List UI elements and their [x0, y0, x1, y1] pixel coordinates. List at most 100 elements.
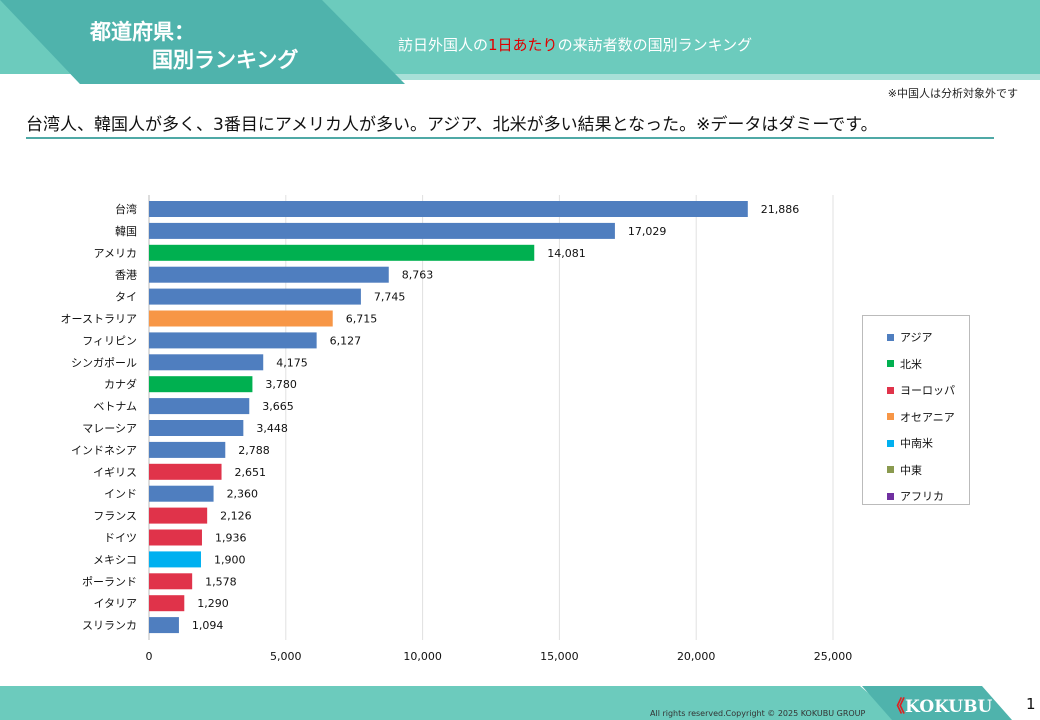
y-tick-label: メキシコ: [93, 553, 137, 566]
footer-band: [0, 686, 900, 720]
data-label: 2,360: [227, 488, 258, 501]
legend-swatch: [887, 439, 894, 447]
legend-label: 中東: [900, 463, 922, 477]
data-label: 2,126: [220, 510, 252, 523]
y-tick-label: イギリス: [93, 466, 137, 479]
data-label: 1,936: [215, 532, 247, 545]
bar-chart: 0 5,000 10,000 15,000 20,000 25,000 台湾 21,886 韓国…: [61, 195, 853, 663]
y-tick-label: 香港: [115, 269, 137, 282]
data-label: 3,448: [256, 422, 288, 435]
bar-5: [149, 310, 333, 327]
bar-1: [149, 222, 615, 239]
legend-swatch: [887, 386, 894, 394]
y-tick-label: イタリア: [93, 597, 137, 610]
bar-2: [149, 244, 535, 261]
legend-label: アジア: [900, 331, 933, 345]
legend-swatch: [887, 466, 894, 474]
y-tick-label: ポーランド: [82, 575, 137, 588]
legend-label: オセアニア: [900, 410, 955, 424]
y-tick-label: アメリカ: [94, 247, 137, 260]
data-label: 21,886: [761, 203, 800, 216]
data-label: 4,175: [276, 356, 308, 369]
bar-10: [149, 420, 244, 436]
data-label: 8,763: [402, 269, 434, 282]
legend-item: 北米: [887, 351, 969, 378]
chart-legend: アジア北米ヨーロッパオセアニア中南米中東アフリカ: [862, 315, 970, 505]
y-tick-label: オーストラリア: [61, 313, 137, 326]
legend-swatch: [887, 360, 894, 368]
data-label: 1,094: [192, 619, 224, 632]
bar-8: [149, 376, 253, 393]
legend-label: アフリカ: [900, 490, 944, 504]
bar-19: [149, 617, 179, 634]
footer-logo-block: [862, 686, 1012, 720]
y-tick-label: フランス: [93, 510, 137, 523]
bar-14: [149, 507, 208, 524]
bar-12: [149, 463, 222, 480]
legend-swatch: [887, 333, 894, 341]
y-tick-label: カナダ: [104, 377, 137, 391]
y-tick-label: タイ: [115, 291, 137, 304]
data-label: 1,900: [214, 553, 246, 566]
kokubu-logo: 《KOKUBU: [888, 697, 993, 717]
bar-17: [149, 573, 193, 590]
bar-3: [149, 266, 389, 283]
data-label: 3,780: [265, 378, 297, 391]
data-label: 17,029: [628, 225, 667, 238]
data-label: 7,745: [374, 291, 406, 304]
subtitle-post: の来訪者数の国別ランキング: [557, 36, 753, 54]
copyright: All rights reserved.Copyright © 2025 KOK…: [650, 709, 866, 718]
bar-9: [149, 398, 250, 415]
page-title-line2: 国別ランキング: [152, 48, 299, 72]
bar-6: [149, 332, 317, 349]
y-tick-label: シンガポール: [71, 356, 137, 369]
page-number: 1: [1026, 695, 1036, 713]
bar-16: [149, 551, 201, 568]
data-label: 1,290: [197, 597, 229, 610]
y-tick-label: インドネシア: [71, 444, 137, 457]
legend-label: 中南米: [900, 437, 933, 451]
x-tick-label: 0: [146, 650, 153, 663]
legend-item: アジア: [887, 324, 969, 351]
logo-mark-icon: 《: [888, 697, 905, 717]
legend-item: アフリカ: [887, 483, 969, 510]
note: ※中国人は分析対象外です: [887, 87, 1018, 100]
data-label: 14,081: [547, 247, 586, 260]
bar-11: [149, 441, 226, 458]
lead-text: 台湾人、韓国人が多く、3番目にアメリカ人が多い。アジア、北米が多い結果となった。…: [26, 110, 994, 139]
legend-item: オセアニア: [887, 404, 969, 431]
data-label: 3,665: [262, 400, 294, 413]
header-accent: [300, 74, 1040, 80]
y-tick-label: 韓国: [115, 225, 137, 238]
y-tick-label: フィリピン: [82, 334, 137, 347]
bar-0: [149, 201, 748, 217]
legend-item: 中南米: [887, 430, 969, 457]
page-title-line1: 都道府県：: [90, 20, 195, 44]
y-tick-label: インド: [104, 488, 137, 501]
x-tick-label: 25,000: [814, 650, 853, 663]
data-label: 2,651: [235, 466, 267, 479]
data-label: 6,715: [346, 313, 378, 326]
bar-4: [149, 288, 361, 305]
y-tick-label: ベトナム: [93, 400, 137, 413]
subtitle-pre: 訪日外国人の: [398, 36, 489, 54]
bar-18: [149, 595, 185, 612]
data-label: 1,578: [205, 575, 237, 588]
legend-swatch: [887, 492, 894, 500]
page-subtitle: 訪日外国人の1日あたりの来訪者数の国別ランキング: [398, 34, 752, 55]
bar-7: [149, 354, 264, 371]
legend-swatch: [887, 413, 894, 421]
bar-15: [149, 529, 202, 546]
bar-13: [149, 485, 214, 502]
legend-item: ヨーロッパ: [887, 377, 969, 404]
x-tick-label: 15,000: [540, 650, 579, 663]
x-tick-label: 10,000: [403, 650, 442, 663]
data-label: 6,127: [330, 334, 362, 347]
y-tick-label: マレーシア: [82, 422, 137, 435]
y-tick-label: ドイツ: [104, 532, 137, 545]
y-tick-label: スリランカ: [82, 619, 137, 632]
data-label: 2,788: [238, 444, 269, 457]
x-tick-label: 5,000: [270, 650, 302, 663]
legend-label: 北米: [900, 357, 922, 371]
legend-label: ヨーロッパ: [900, 384, 955, 398]
